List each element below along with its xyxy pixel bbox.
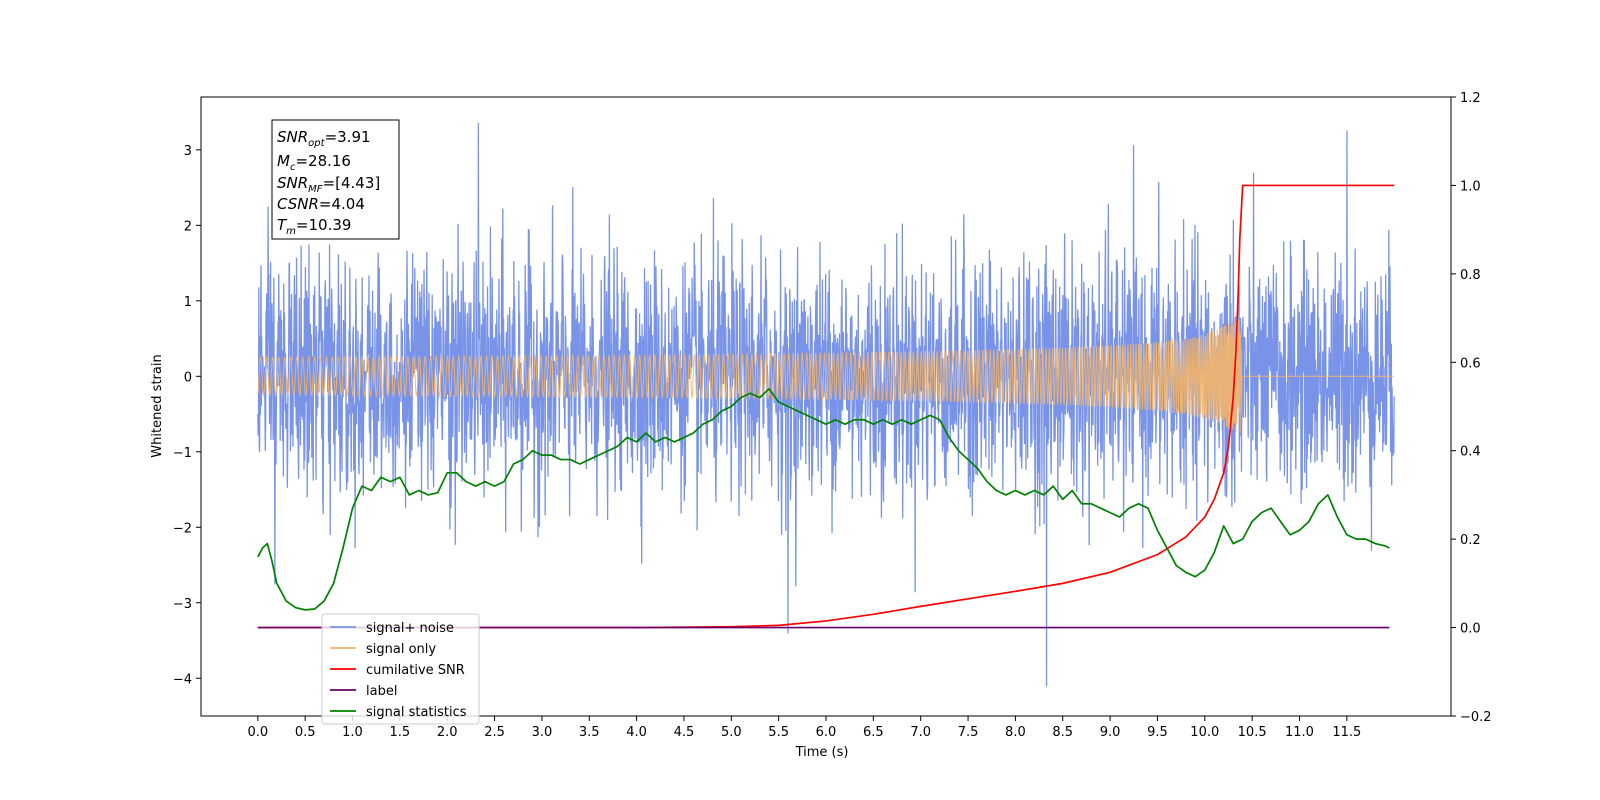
series-signal-only bbox=[257, 319, 1395, 433]
x-tick-label: 4.0 bbox=[626, 725, 647, 740]
y-tick-label: −1 bbox=[173, 446, 192, 461]
y2-tick-label: 0.0 bbox=[1460, 622, 1481, 637]
x-tick-label: 6.5 bbox=[863, 725, 884, 740]
x-tick-label: 11.5 bbox=[1332, 725, 1361, 740]
legend-frame bbox=[321, 613, 480, 725]
legend: signal+ noise signal only cumilative SNR la… bbox=[321, 613, 480, 725]
legend-label-signal-only: signal only bbox=[366, 642, 436, 657]
y-tick-label: 2 bbox=[184, 219, 192, 234]
legend-label-signal-statistics: signal statistics bbox=[366, 705, 467, 720]
legend-label-cumilative-snr: cumilative SNR bbox=[366, 663, 465, 678]
x-tick-label: 7.0 bbox=[910, 725, 931, 740]
annotation-snr-mf: SNRMF=[4.43] bbox=[277, 174, 380, 195]
series-cumilative-snr bbox=[257, 184, 1395, 629]
series-signal-statistics bbox=[257, 387, 1390, 611]
x-tick-label: 2.0 bbox=[437, 725, 458, 740]
x-tick-label: 0.0 bbox=[247, 725, 268, 740]
x-tick-label: 7.5 bbox=[958, 725, 979, 740]
annotation-box: SNRopt=3.91 Mc=28.16 SNRMF=[4.43] CSNR=4… bbox=[271, 119, 400, 240]
y2-tick-label: 1.2 bbox=[1460, 91, 1481, 106]
x-tick-label: 4.5 bbox=[674, 725, 695, 740]
annotation-csnr: CSNR=4.04 bbox=[277, 195, 365, 213]
x-tick-label: 5.5 bbox=[768, 725, 789, 740]
x-tick-label: 0.5 bbox=[295, 725, 316, 740]
legend-label-signal-plus-noise: signal+ noise bbox=[366, 621, 454, 636]
annotation-frame bbox=[271, 119, 400, 240]
y-tick-label: 0 bbox=[184, 370, 192, 385]
y-tick-label: 1 bbox=[184, 295, 192, 310]
y2-tick-label: 1.0 bbox=[1460, 179, 1481, 194]
x-tick-label: 1.0 bbox=[342, 725, 363, 740]
y-tick-label: 3 bbox=[184, 144, 192, 159]
y2-tick-label: −0.2 bbox=[1460, 710, 1492, 725]
x-tick-label: 8.0 bbox=[1005, 725, 1026, 740]
x-tick-label: 11.0 bbox=[1285, 725, 1314, 740]
legend-label-label: label bbox=[366, 684, 397, 699]
x-tick-label: 3.5 bbox=[579, 725, 600, 740]
y-tick-label: −3 bbox=[173, 597, 192, 612]
annotation-snr-opt: SNRopt=3.91 bbox=[277, 128, 371, 149]
annotation-mc: Mc=28.16 bbox=[277, 152, 351, 173]
y2-tick-label: 0.6 bbox=[1460, 356, 1481, 371]
annotation-tm: Tm=10.39 bbox=[277, 216, 351, 237]
x-tick-label: 1.5 bbox=[390, 725, 411, 740]
x-tick-label: 6.0 bbox=[816, 725, 837, 740]
y-axis-label: Whitened strain bbox=[150, 354, 165, 457]
x-tick-label: 3.0 bbox=[532, 725, 553, 740]
axes-layer: 0.0 0.5 1.0 1.5 2.0 2.5 3.0 3.5 4.0 4.5 5.0 5.5 6.0 6… bbox=[173, 91, 1492, 740]
y2-tick-label: 0.2 bbox=[1460, 533, 1481, 548]
y-tick-label: −2 bbox=[173, 521, 192, 536]
y2-tick-label: 0.4 bbox=[1460, 445, 1481, 460]
x-tick-label: 8.5 bbox=[1052, 725, 1073, 740]
x-axis-label: Time (s) bbox=[795, 745, 849, 760]
y-tick-label: −4 bbox=[173, 672, 192, 687]
x-tick-label: 9.5 bbox=[1147, 725, 1168, 740]
x-tick-label: 10.0 bbox=[1190, 725, 1219, 740]
y2-tick-label: 0.8 bbox=[1460, 268, 1481, 283]
x-tick-label: 9.0 bbox=[1100, 725, 1121, 740]
x-tick-label: 2.5 bbox=[484, 725, 505, 740]
x-tick-label: 5.0 bbox=[721, 725, 742, 740]
x-tick-label: 10.5 bbox=[1238, 725, 1267, 740]
